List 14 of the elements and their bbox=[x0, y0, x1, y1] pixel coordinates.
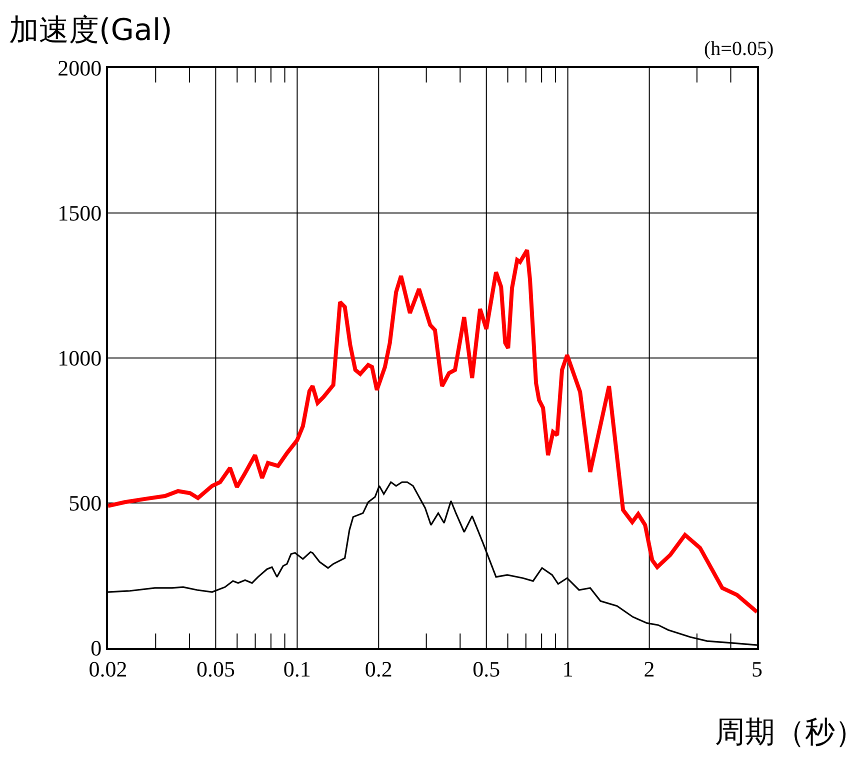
x-tick-label: 0.1 bbox=[283, 656, 311, 682]
y-tick-label: 500 bbox=[68, 490, 102, 516]
x-tick-label: 0.2 bbox=[364, 656, 392, 682]
y-tick-label: 1500 bbox=[58, 200, 102, 226]
text: (h=0.05) bbox=[704, 38, 774, 60]
x-tick-label: 5 bbox=[752, 656, 762, 682]
x-tick-label: 1 bbox=[562, 656, 574, 682]
x-tick-label: 2 bbox=[644, 656, 655, 682]
x-tick-label: 0.05 bbox=[196, 656, 235, 682]
y-tick-label: 1000 bbox=[58, 346, 102, 371]
x-axis-title: 周期（秒） bbox=[715, 715, 865, 750]
y-tick-label: 2000 bbox=[58, 56, 102, 81]
x-tick-label: 0.5 bbox=[472, 656, 500, 682]
y-axis-title: 加速度(Gal) bbox=[9, 13, 172, 48]
